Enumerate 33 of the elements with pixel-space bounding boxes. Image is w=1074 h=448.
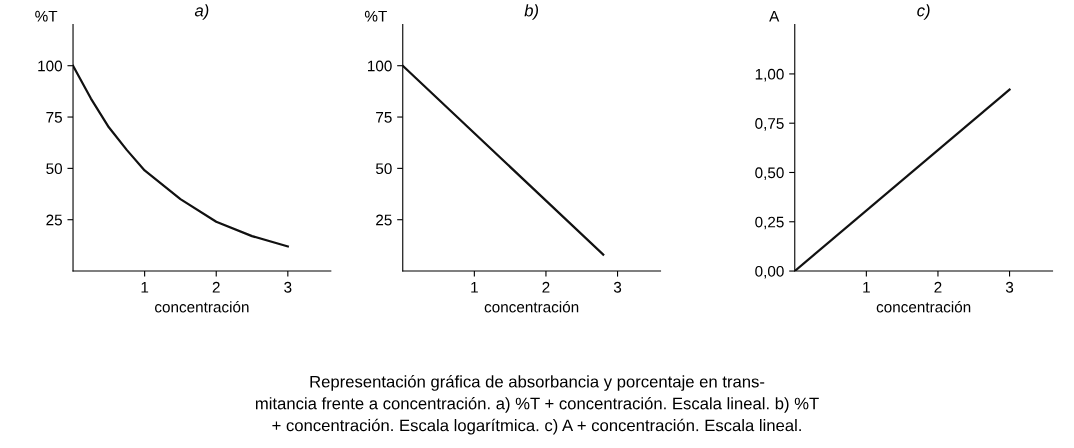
- y-tick-label: 100: [368, 60, 392, 72]
- text: Representación gráfica de absorbancia y porcentaje en trans- mitancia frente a concentración. a) %T + concentración. Escala lineal. b) %T + concentración. Escala logarítmica. c) A + concentración. Escala lineal.: [255, 375, 819, 435]
- x-tick-label: 1: [471, 282, 478, 293]
- chart-title: c): [917, 4, 930, 20]
- chart-title: a): [194, 4, 209, 20]
- line-series: [73, 64, 289, 248]
- y-tick-label: 0,00: [755, 265, 784, 279]
- y-tick-label: 25: [46, 214, 62, 226]
- y-tick-label: 0,25: [755, 216, 784, 230]
- x-tick-label: 3: [1005, 281, 1014, 293]
- y-tick-label: 25: [376, 214, 392, 226]
- y-axis-title: A: [769, 10, 780, 22]
- y-tick-label: 75: [376, 112, 392, 123]
- x-tick-label: 1: [863, 282, 870, 293]
- x-tick-label: 3: [284, 281, 292, 293]
- y-tick-label: 50: [46, 163, 63, 175]
- x-tick-label: 2: [542, 281, 550, 293]
- y-tick-label: 75: [46, 112, 62, 123]
- x-tick-label: 1: [141, 282, 149, 293]
- x-tick-label: 2: [934, 281, 942, 293]
- y-tick-label: 0,75: [755, 118, 784, 131]
- y-axis-title: %T: [35, 10, 58, 22]
- y-tick-label: 0,50: [755, 167, 784, 180]
- x-tick-label: 3: [613, 281, 622, 293]
- chart-title: b): [524, 4, 539, 20]
- y-tick-label: 100: [38, 60, 63, 72]
- y-tick-label: 50: [375, 163, 392, 175]
- x-tick-label: 2: [212, 281, 220, 293]
- x-axis-title: concentración: [484, 301, 579, 313]
- x-axis-title: concentración: [876, 301, 971, 313]
- y-tick-label: 1,00: [755, 68, 784, 82]
- y-axis-title: %T: [364, 10, 387, 22]
- x-axis-title: concentración: [155, 301, 249, 313]
